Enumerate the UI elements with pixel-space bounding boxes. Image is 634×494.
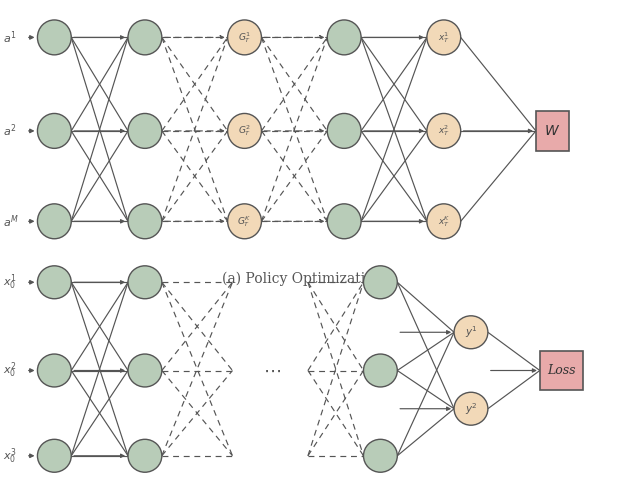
- Text: $x_T^K$: $x_T^K$: [437, 214, 450, 229]
- Text: $W$: $W$: [545, 124, 560, 138]
- Circle shape: [427, 20, 461, 55]
- Text: $y^2$: $y^2$: [465, 401, 477, 416]
- Circle shape: [327, 20, 361, 55]
- FancyBboxPatch shape: [536, 111, 569, 151]
- Circle shape: [454, 392, 488, 425]
- Text: $x_T^2$: $x_T^2$: [438, 124, 450, 138]
- Circle shape: [37, 204, 71, 239]
- Circle shape: [327, 204, 361, 239]
- Circle shape: [128, 266, 162, 299]
- Circle shape: [327, 114, 361, 148]
- Circle shape: [37, 20, 71, 55]
- Circle shape: [37, 354, 71, 387]
- Circle shape: [228, 20, 261, 55]
- Text: $a^2$: $a^2$: [3, 123, 16, 139]
- Text: (a) Policy Optimization: (a) Policy Optimization: [222, 271, 382, 286]
- Circle shape: [128, 20, 162, 55]
- Circle shape: [427, 114, 461, 148]
- Text: $\cdots$: $\cdots$: [262, 362, 281, 379]
- Text: $x_0^2$: $x_0^2$: [3, 361, 16, 380]
- Text: $x_T^1$: $x_T^1$: [438, 30, 450, 45]
- Circle shape: [228, 114, 261, 148]
- Text: $x_0^3$: $x_0^3$: [3, 446, 16, 465]
- Text: $a^M$: $a^M$: [3, 213, 19, 230]
- Text: $G_T^2$: $G_T^2$: [238, 124, 251, 138]
- Circle shape: [128, 354, 162, 387]
- Circle shape: [37, 114, 71, 148]
- Circle shape: [228, 204, 261, 239]
- Circle shape: [37, 439, 71, 472]
- FancyBboxPatch shape: [540, 351, 583, 390]
- Text: $a^1$: $a^1$: [3, 29, 16, 46]
- Circle shape: [128, 204, 162, 239]
- Circle shape: [128, 439, 162, 472]
- Text: $G_T^1$: $G_T^1$: [238, 30, 251, 45]
- Text: $x_0^1$: $x_0^1$: [3, 273, 16, 292]
- Circle shape: [37, 266, 71, 299]
- Circle shape: [128, 114, 162, 148]
- Text: $y^1$: $y^1$: [465, 325, 477, 340]
- Text: Loss: Loss: [547, 364, 576, 377]
- Circle shape: [427, 204, 461, 239]
- Circle shape: [363, 266, 398, 299]
- Text: $G_T^K$: $G_T^K$: [237, 214, 252, 229]
- Circle shape: [363, 439, 398, 472]
- Circle shape: [454, 316, 488, 349]
- Circle shape: [363, 354, 398, 387]
